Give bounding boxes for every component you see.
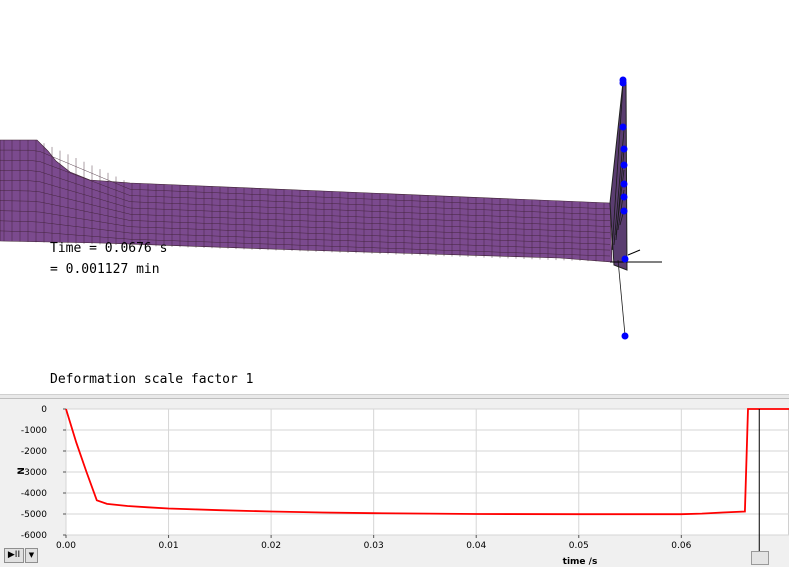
node-marker[interactable] [619,123,627,131]
y-axis-label: N [17,467,27,475]
model-viewport[interactable]: Time = 0.0676 s = 0.001127 min Deformati… [0,0,789,394]
force-time-chart: 0 -1000 -2000 -3000 -4000 -5000 -6000 0.00 0.01… [17,405,789,567]
play-pause-button[interactable]: ▶II [4,548,24,563]
x-tick-labels: 0.00 0.01 0.02 0.03 0.04 0.05 0.06 [56,535,692,551]
panel-splitter[interactable] [0,394,789,399]
x-tick-label: 0.01 [159,541,179,551]
x-tick-label: 0.00 [56,541,76,551]
y-tick-label: -3000 [21,468,47,478]
time-label: Time = 0.0676 s [50,241,168,256]
force-series-line [65,408,789,516]
node-marker[interactable] [621,332,629,340]
x-tick-label: 0.02 [261,541,281,551]
y-tick-label: -1000 [21,426,47,436]
deformation-scale-label: Deformation scale factor 1 [50,372,254,387]
x-tick-label: 0.04 [466,541,486,551]
mesh-grid-lines [0,140,611,262]
y-tick-labels: 0 -1000 -2000 -3000 -4000 -5000 -6000 [21,405,66,541]
x-tick-label: 0.06 [671,541,691,551]
history-plot-panel[interactable]: 0 -1000 -2000 -3000 -4000 -5000 -6000 0.00 0.01… [0,399,789,567]
node-marker[interactable] [620,180,628,188]
y-tick-label: -5000 [21,510,47,520]
playback-dropdown-button[interactable]: ▼ [25,548,38,563]
axis-marker-tick [627,249,641,256]
deformed-mesh [0,76,662,340]
plot-grid [65,408,789,536]
constraint-nodes [619,76,629,340]
x-tick-label: 0.03 [364,541,384,551]
chevron-down-icon: ▼ [28,551,35,559]
time-minutes-label: = 0.001127 min [50,262,160,277]
y-tick-label: 0 [41,405,47,415]
node-marker[interactable] [620,193,628,201]
resize-corner[interactable] [751,551,769,565]
x-axis-label: time /s [563,557,598,567]
play-pause-icon: ▶II [7,550,21,560]
node-marker[interactable] [620,145,628,153]
mesh-body [0,139,613,263]
node-marker[interactable] [619,79,627,87]
node-marker[interactable] [620,207,628,215]
y-tick-label: -2000 [21,447,47,457]
x-tick-label: 0.05 [569,541,589,551]
y-tick-label: -4000 [21,489,47,499]
y-tick-label: -6000 [21,531,47,541]
node-marker[interactable] [620,161,628,169]
node-marker[interactable] [621,255,629,263]
